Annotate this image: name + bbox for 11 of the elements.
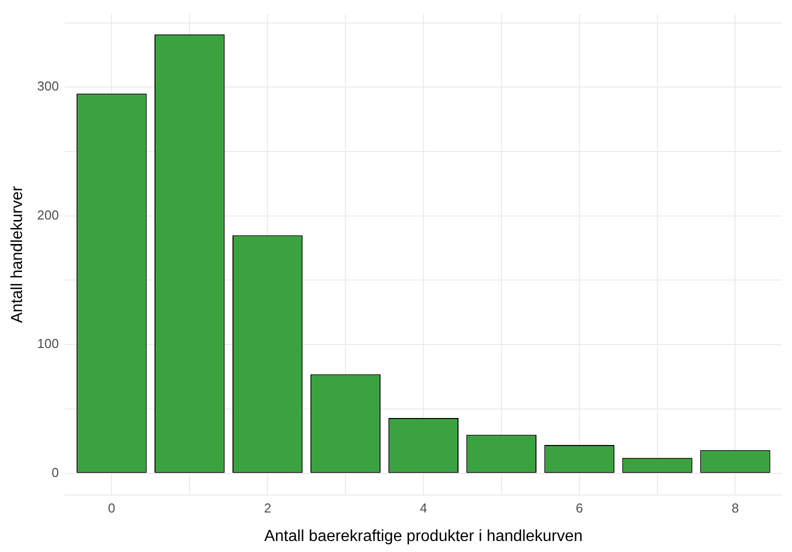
x-tick-label: 8: [732, 500, 739, 516]
x-tick-label: 6: [576, 500, 583, 516]
x-tick-label: 2: [264, 500, 272, 516]
y-tick-label: 300: [37, 78, 59, 94]
x-tick-label: 0: [108, 500, 116, 516]
x-axis-title: Antall baerekraftige produkter i handlekurven: [264, 528, 583, 545]
y-tick-label: 0: [52, 464, 59, 480]
y-axis-title: Antall handlekurver: [9, 185, 26, 323]
x-tick-label: 4: [420, 500, 428, 516]
y-tick-label: 100: [37, 336, 59, 352]
y-tick-label: 200: [37, 207, 59, 222]
